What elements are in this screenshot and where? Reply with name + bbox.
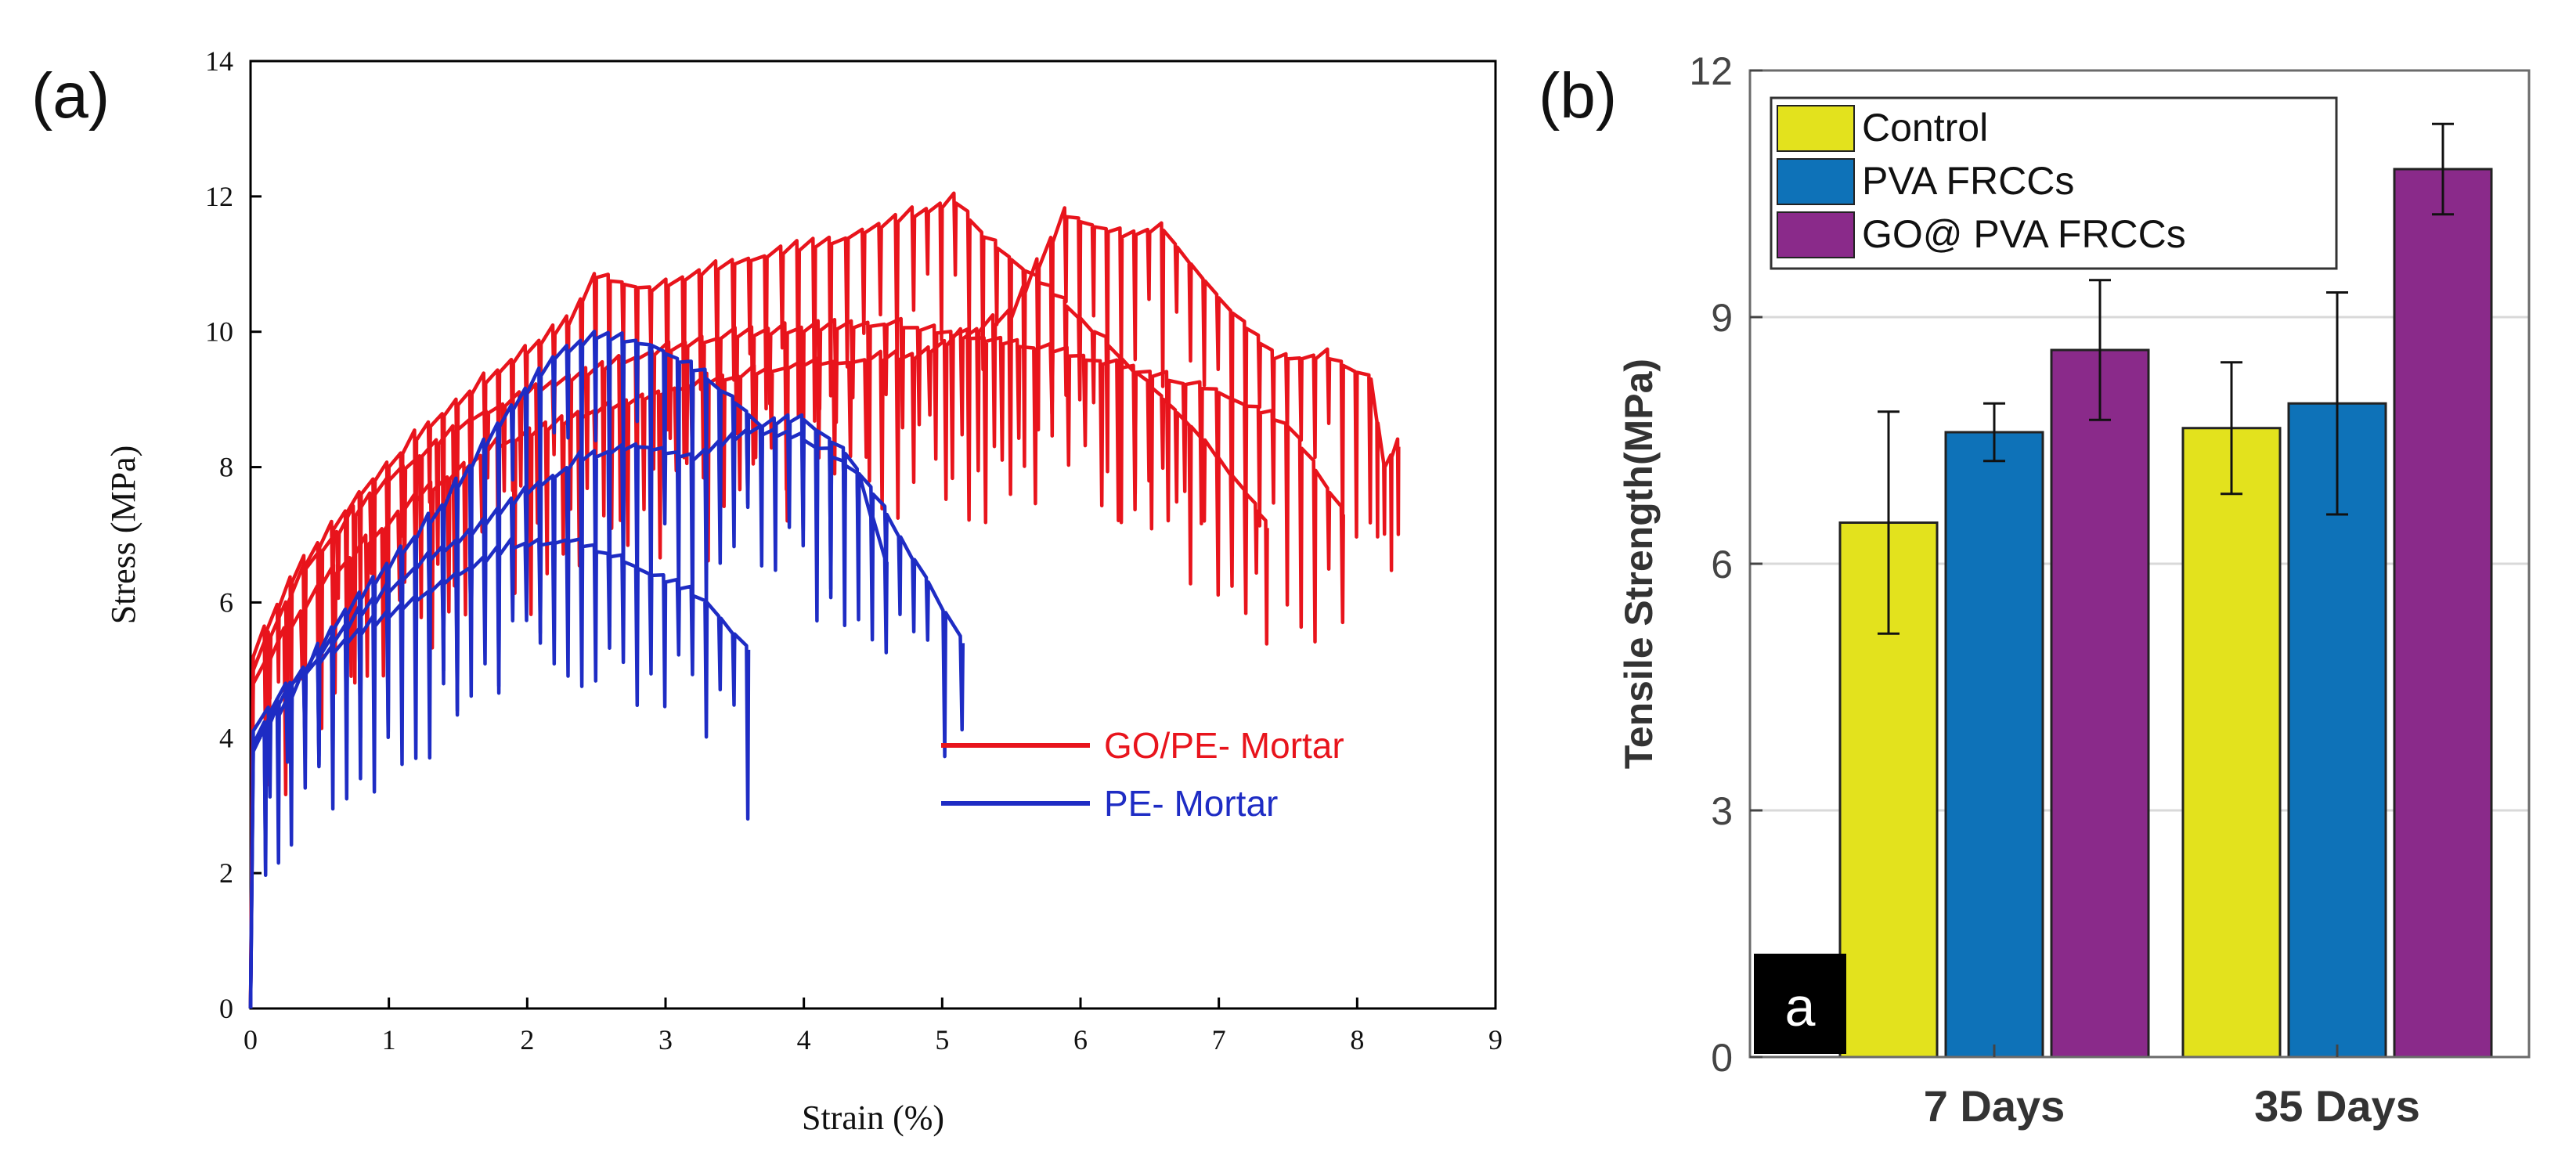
bar-go-pva-frccs-35-days: [2393, 168, 2493, 1059]
panel-a-x-axis-label: Strain (%): [802, 1099, 944, 1137]
panel-a-legend: GO/PE- Mortar PE- Mortar: [941, 725, 1344, 824]
panel-a-plot-frame: [249, 60, 1497, 1010]
bar-pva-frccs-7-days: [1944, 431, 2044, 1059]
corner-badge: a: [1754, 954, 1846, 1054]
panel-b-tick-labels: 0 3 6 9 12 7 Days 35 Days: [1689, 49, 2419, 1131]
y-tick-label: 8: [219, 452, 233, 483]
x-tick-label: 8: [1350, 1024, 1364, 1055]
bar-control-35-days: [2181, 427, 2282, 1059]
legend-label-pva-frccs: PVA FRCCs: [1862, 159, 2074, 203]
x-tick-label: 7 Days: [1924, 1081, 2065, 1131]
panel-b: (b) 0 3 6 9 12 7 Days 35 Days Tensile Strength…: [1539, 49, 2531, 1131]
x-tick-label: 1: [382, 1024, 396, 1055]
pe-mortar-curve-3: [248, 536, 751, 1009]
corner-badge-text: a: [1785, 976, 1816, 1037]
x-tick-label: 7: [1212, 1024, 1226, 1055]
panel-b-ticks: [1750, 69, 2339, 1059]
corner-badge-box: [1754, 954, 1846, 1054]
panel-b-bars: [1838, 168, 2493, 1059]
legend-label-go-pe-mortar: GO/PE- Mortar: [1104, 725, 1344, 766]
y-tick-label: 0: [219, 993, 233, 1024]
x-tick-label: 35 Days: [2254, 1081, 2420, 1131]
panel-a-curves: [248, 191, 1401, 1009]
y-tick-label: 6: [219, 586, 233, 618]
y-tick-label: 9: [1711, 296, 1733, 340]
legend-swatch-control: [1777, 105, 1855, 152]
legend-label-control: Control: [1862, 106, 1988, 150]
panel-a-y-axis-label: Stress (MPa): [104, 446, 143, 625]
pe-mortar-curve-1: [248, 329, 965, 1009]
bar-go-pva-frccs-7-days: [2050, 348, 2150, 1059]
x-tick-label: 0: [244, 1024, 258, 1055]
panel-b-legend: Control PVA FRCCs GO@ PVA FRCCs: [1770, 96, 2338, 270]
x-tick-label: 5: [935, 1024, 949, 1055]
x-tick-label: 6: [1073, 1024, 1088, 1055]
y-tick-label: 6: [1711, 543, 1733, 586]
panel-b-error-bars: [1878, 122, 2454, 635]
y-tick-label: 2: [219, 857, 233, 889]
legend-box: [1770, 96, 2338, 270]
panel-b-y-axis-label: Tensile Strength(MPa): [1617, 359, 1661, 769]
panel-a-label: (a): [31, 60, 110, 132]
go-pe-mortar-curve-3: [248, 206, 1401, 1009]
x-tick-label: 2: [520, 1024, 534, 1055]
y-tick-label: 4: [219, 722, 233, 753]
legend-swatch-go-pva-frccs: [1777, 211, 1855, 258]
y-tick-label: 0: [1711, 1036, 1733, 1080]
legend-label-go-pva-frccs: GO@ PVA FRCCs: [1862, 212, 2186, 256]
y-tick-label: 12: [1689, 49, 1733, 93]
y-tick-label: 3: [1711, 789, 1733, 833]
x-tick-label: 4: [797, 1024, 811, 1055]
pe-mortar-curve-2: [248, 424, 889, 1009]
legend-label-pe-mortar: PE- Mortar: [1104, 783, 1278, 824]
y-tick-label: 14: [205, 45, 233, 77]
x-tick-label: 3: [658, 1024, 673, 1055]
y-tick-label: 10: [205, 316, 233, 348]
panel-b-label: (b): [1539, 60, 1617, 132]
x-tick-label: 9: [1488, 1024, 1503, 1055]
y-tick-label: 12: [205, 181, 233, 212]
legend-swatch-pva-frccs: [1777, 158, 1855, 205]
